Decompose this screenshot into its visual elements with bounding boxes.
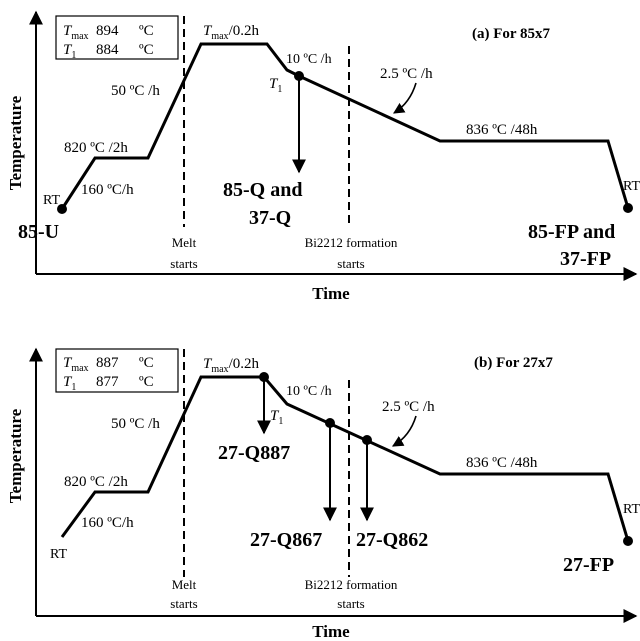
ramp-2-5-label-a: 2.5 ºC /h [380, 66, 433, 82]
formation-label-a: Bi2212 formation [305, 235, 398, 250]
legend-t1-value-b: 877 [96, 374, 119, 390]
sample-85q-label: 85-Q and [223, 179, 302, 201]
point-q887-b [259, 372, 269, 382]
point-q867-b [325, 418, 335, 428]
svg-text:T1: T1 [63, 42, 76, 61]
ramp-2-5-label-b: 2.5 ºC /h [382, 399, 435, 415]
svg-text:ºC: ºC [139, 42, 154, 58]
point-t1-a [294, 71, 304, 81]
point-rt-end-b [623, 536, 633, 546]
slope-pointer-arrow-a [393, 82, 417, 114]
point-q862-b [362, 435, 372, 445]
formation-label-line2-b: starts [337, 596, 364, 611]
x-axis-label-a: Time [312, 284, 350, 303]
point-rt-end-a [623, 203, 633, 213]
hold-836-label-b: 836 ºC /48h [466, 455, 538, 471]
hold-820-label-b: 820 ºC /2h [64, 474, 128, 490]
slope-pointer-arrow-b [392, 415, 417, 447]
melt-label-b: Melt [172, 577, 197, 592]
sample-27q867-label: 27-Q867 [250, 529, 322, 551]
sample-37fp-label: 37-FP [560, 248, 611, 270]
rt-label-right-b: RT [623, 502, 640, 517]
rt-label-left-b: RT [50, 547, 67, 562]
temperature-profile-b [60, 375, 630, 542]
sample-37q-label: 37-Q [249, 207, 291, 229]
legend-box-b: Tmax 887 ºC T1 877 ºC [55, 348, 179, 393]
formation-label-b: Bi2212 formation [305, 577, 398, 592]
melt-label-a: Melt [172, 235, 197, 250]
legend-tmax-value-a: 894 [96, 23, 119, 39]
legend-box-a: Tmax 894 ºC T1 884 ºC [55, 15, 179, 61]
ramp-160-label-a: 160 ºC/h [81, 182, 134, 198]
x-axis-label-b: Time [312, 622, 350, 641]
rt-label-left-a: RT [43, 193, 60, 208]
sample-27q862-label: 27-Q862 [356, 529, 428, 551]
ramp-10-label-a: 10 ºC /h [286, 52, 332, 67]
svg-text:T1: T1 [63, 374, 76, 393]
hold-836-label-a: 836 ºC /48h [466, 122, 538, 138]
sample-27fp-label: 27-FP [563, 554, 614, 576]
hold-820-label-a: 820 ºC /2h [64, 140, 128, 156]
svg-text:ºC: ºC [139, 355, 154, 371]
svg-text:ºC: ºC [139, 374, 154, 390]
hold-tmax-label-a: Tmax/0.2h [203, 23, 259, 42]
hold-tmax-label-b: Tmax/0.2h [203, 356, 259, 375]
panel-title-a: (a) For 85x7 [472, 26, 551, 42]
rt-label-right-a: RT [623, 179, 640, 194]
ramp-50-label-a: 50 ºC /h [111, 83, 160, 99]
y-axis-label-a: Temperature [6, 95, 25, 190]
ramp-160-label-b: 160 ºC/h [81, 515, 134, 531]
svg-text:Tmax: Tmax [63, 23, 89, 42]
t1-label-a: T1 [269, 76, 282, 95]
panel-a: Temperature Time (a) For 85x7 Tmax 894 º… [6, 10, 640, 303]
temperature-profile-a [60, 42, 630, 210]
y-axis-label-b: Temperature [6, 408, 25, 503]
sample-85u-label: 85-U [18, 221, 59, 243]
svg-text:ºC: ºC [139, 23, 154, 39]
legend-t1-value-a: 884 [96, 42, 119, 58]
point-rt-start-a [57, 204, 67, 214]
formation-label-line2-a: starts [337, 256, 364, 271]
ramp-10-label-b: 10 ºC /h [286, 384, 332, 399]
svg-text:Tmax: Tmax [63, 355, 89, 374]
ramp-50-label-b: 50 ºC /h [111, 416, 160, 432]
panel-b: Temperature Time (b) For 27x7 Tmax 887 º… [6, 347, 640, 641]
sample-27q887-label: 27-Q887 [218, 442, 290, 464]
sample-85fp-label: 85-FP and [528, 221, 615, 243]
panel-title-b: (b) For 27x7 [474, 355, 553, 371]
legend-tmax-value-b: 887 [96, 355, 119, 371]
t1-label-b: T1 [270, 408, 283, 427]
melt-label-line2-b: starts [170, 596, 197, 611]
melt-label-line2-a: starts [170, 256, 197, 271]
